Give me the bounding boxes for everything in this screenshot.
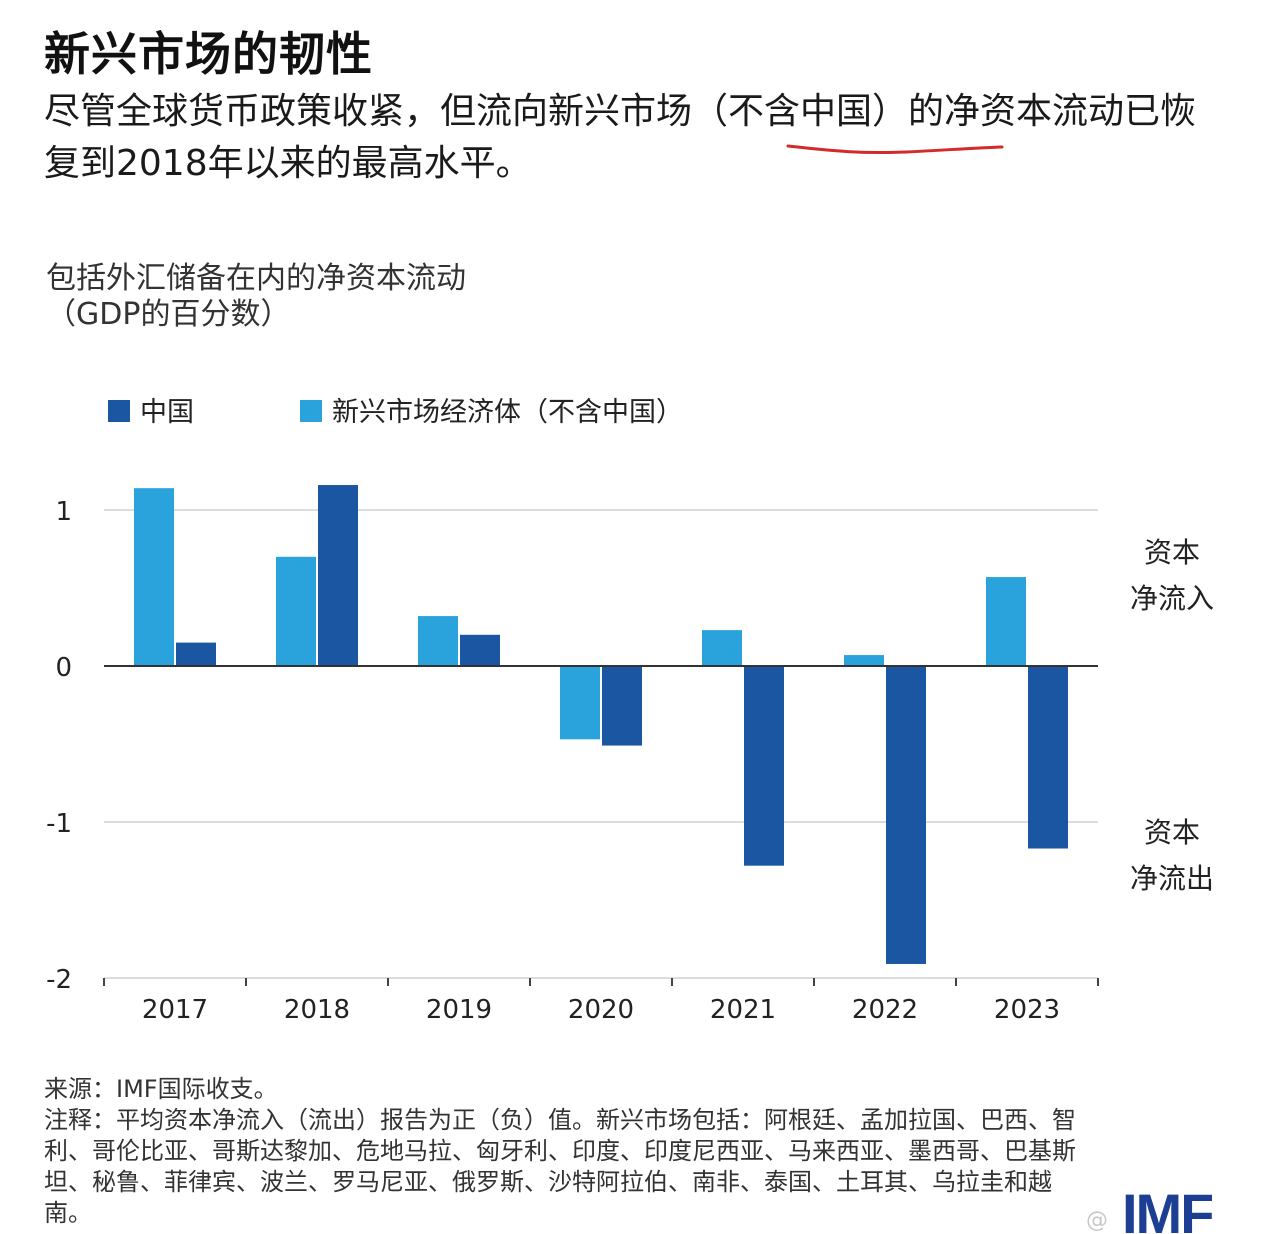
y-tick-label: -1 — [46, 809, 72, 839]
legend-item: 中国 — [108, 397, 194, 428]
y-tick-label: -2 — [46, 965, 72, 995]
bars — [134, 485, 1068, 964]
bar — [744, 666, 784, 866]
headline: 新兴市场的韧性 — [44, 27, 373, 81]
y-tick-label: 1 — [55, 497, 72, 527]
bar — [986, 577, 1026, 666]
bar — [844, 655, 884, 666]
outflow-annotation: 资本 净流出 — [1130, 816, 1214, 895]
legend-swatch — [300, 400, 322, 422]
x-axis-labels: 2017 2018 2019 2020 2021 2022 2023 — [142, 995, 1060, 1025]
outflow-annotation-line-1: 资本 — [1144, 816, 1200, 849]
y-axis-ticks: 1 0 -1 -2 — [46, 497, 72, 995]
inflow-annotation-line-1: 资本 — [1144, 536, 1200, 569]
inflow-annotation: 资本 净流入 — [1130, 536, 1214, 615]
subtitle: 尽管全球货币政策收紧，但流向新兴市场（不含中国）的净资本流动已恢复到2018年以… — [44, 91, 1197, 184]
gridlines — [104, 509, 1098, 979]
bar — [176, 642, 216, 666]
legend-label: 新兴市场经济体（不含中国） — [332, 397, 683, 428]
bar — [1028, 666, 1068, 849]
red-underline-annotation — [786, 144, 1004, 155]
chart-title: 包括外汇储备在内的净资本流动 — [46, 261, 466, 296]
net-capital-flow-chart: 包括外汇储备在内的净资本流动 （GDP的百分数） 中国 新兴市场经济体（不含中国）… — [46, 261, 1214, 1025]
legend-swatch — [108, 400, 130, 422]
x-tick-label: 2021 — [710, 995, 776, 1025]
inflow-annotation-line-2: 净流入 — [1130, 582, 1214, 615]
legend-item: 新兴市场经济体（不含中国） — [300, 397, 683, 428]
bar — [418, 616, 458, 666]
x-tick-label: 2017 — [142, 995, 208, 1025]
footnote-source: 来源：IMF国际收支。 — [44, 1075, 278, 1103]
x-tick-label: 2020 — [568, 995, 634, 1025]
bar — [134, 488, 174, 666]
imf-logo: IMF — [1122, 1186, 1213, 1234]
bar — [318, 485, 358, 666]
x-axis — [103, 665, 1099, 986]
x-tick-label: 2018 — [284, 995, 350, 1025]
bar — [276, 556, 316, 666]
legend: 中国 新兴市场经济体（不含中国） — [108, 397, 683, 428]
outflow-annotation-line-2: 净流出 — [1130, 862, 1214, 895]
footnote-note: 注释：平均资本净流入（流出）报告为正（负）值。新兴市场包括：阿根廷、孟加拉国、巴… — [44, 1106, 1076, 1227]
bar — [560, 666, 600, 740]
chart-subtitle: （GDP的百分数） — [46, 297, 290, 332]
bar — [886, 666, 926, 964]
bar — [460, 634, 500, 666]
x-tick-label: 2019 — [426, 995, 492, 1025]
bar — [702, 630, 742, 666]
legend-label: 中国 — [140, 397, 194, 428]
watermark: @ — [1086, 1208, 1108, 1233]
footnote: 来源：IMF国际收支。 注释：平均资本净流入（流出）报告为正（负）值。新兴市场包… — [44, 1074, 1084, 1229]
x-tick-label: 2022 — [852, 995, 918, 1025]
x-tick-label: 2023 — [994, 995, 1060, 1025]
bar — [602, 666, 642, 746]
y-tick-label: 0 — [55, 653, 72, 683]
